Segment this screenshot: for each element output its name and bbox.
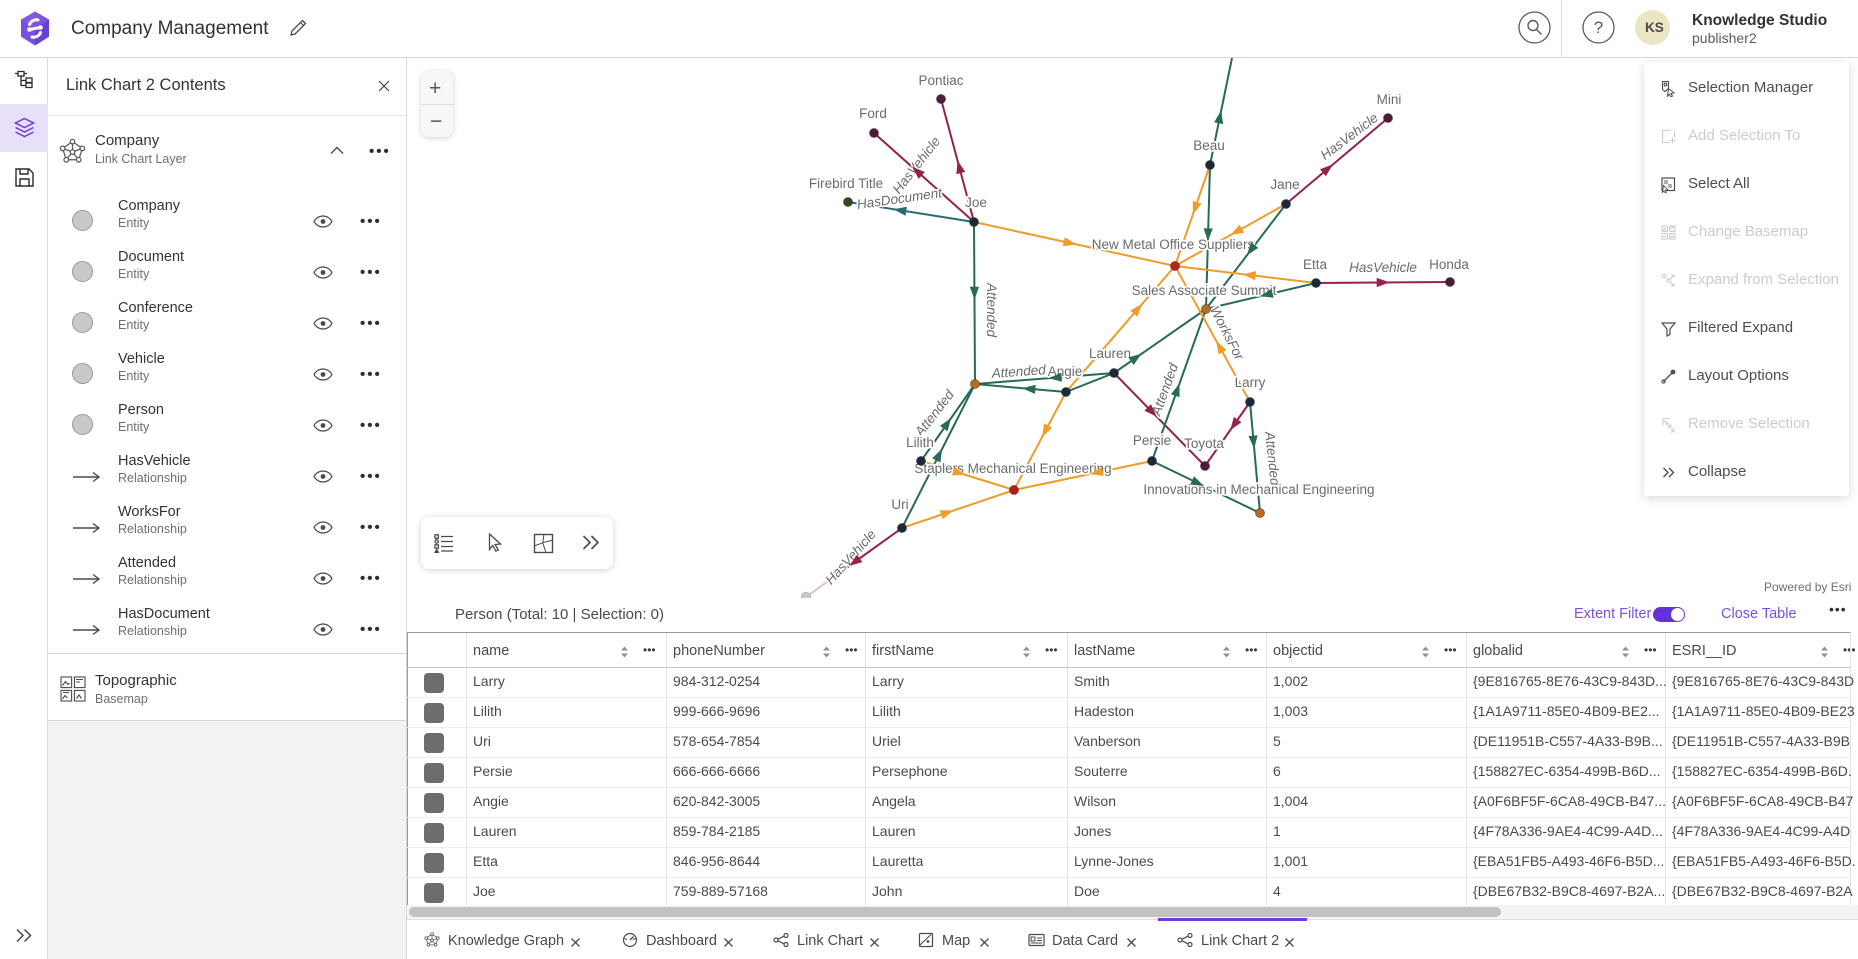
- svg-text:Pontiac: Pontiac: [918, 73, 963, 88]
- svg-text:Beau: Beau: [1193, 138, 1225, 153]
- svg-text:HasVehicle: HasVehicle: [822, 527, 879, 587]
- svg-text:Innovations in Mechanical Engi: Innovations in Mechanical Engineering: [1143, 482, 1374, 497]
- svg-text:Etta: Etta: [1303, 257, 1328, 272]
- svg-text:New Metal Office Suppliers: New Metal Office Suppliers: [1092, 237, 1255, 252]
- svg-text:Jane: Jane: [1270, 177, 1299, 192]
- svg-text:Lilith: Lilith: [906, 435, 934, 450]
- svg-text:?: ?: [1594, 18, 1603, 37]
- svg-text:Persie: Persie: [1133, 433, 1171, 448]
- svg-text:Mini: Mini: [1377, 92, 1402, 107]
- svg-text:Staplers Mechanical Engineerin: Staplers Mechanical Engineering: [914, 461, 1111, 476]
- svg-text:Attended: Attended: [984, 282, 999, 338]
- svg-text:Honda: Honda: [1429, 257, 1469, 272]
- svg-text:HasVehicle: HasVehicle: [1349, 260, 1417, 275]
- svg-text:Ford: Ford: [859, 106, 887, 121]
- svg-text:HasVehicle: HasVehicle: [1318, 110, 1381, 163]
- svg-text:Toyota: Toyota: [1184, 436, 1224, 451]
- svg-text:Lauren: Lauren: [1089, 346, 1131, 361]
- svg-text:Firebird Title: Firebird Title: [809, 176, 883, 191]
- svg-text:Joe: Joe: [965, 195, 987, 210]
- svg-text:Uri: Uri: [891, 497, 908, 512]
- svg-text:Attended: Attended: [1262, 430, 1283, 487]
- svg-text:Sales Associate Summit: Sales Associate Summit: [1132, 283, 1277, 298]
- svg-text:Larry: Larry: [1235, 375, 1266, 390]
- svg-text:Attended: Attended: [990, 362, 1046, 381]
